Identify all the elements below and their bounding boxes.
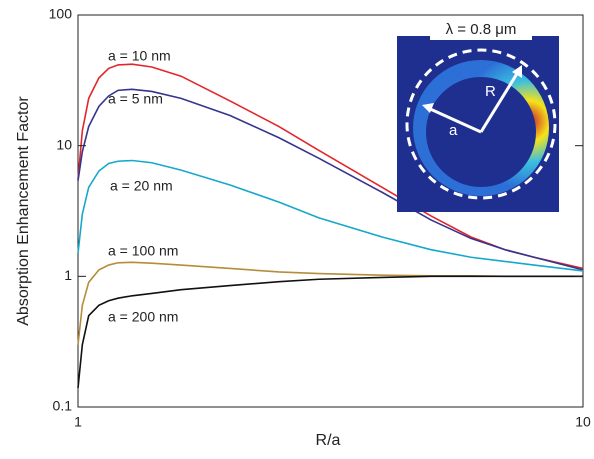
line (77, 159, 584, 272)
y-tick-label: 1 (64, 267, 72, 283)
series-label: a = 20 nm (110, 178, 173, 194)
inset-title: λ = 0.8 μm (446, 21, 517, 38)
inset-arrowhead (422, 103, 434, 113)
x-tick-label: 10 (575, 414, 591, 430)
inset-arrow-r (479, 71, 520, 133)
y-tick-label: 100 (49, 6, 73, 22)
inset-arrowhead (512, 65, 522, 78)
line (77, 88, 584, 271)
x-tick-label: 1 (74, 414, 82, 430)
inset-outer-circle (405, 48, 557, 200)
series-label: a = 100 nm (108, 243, 178, 259)
inset-arrow-a (427, 106, 482, 134)
series-label: a = 10 nm (108, 48, 171, 64)
plot-frame (77, 14, 584, 408)
line (77, 63, 584, 270)
inset-title-bg (430, 20, 532, 40)
inset-label: R (485, 83, 496, 100)
line (77, 261, 583, 345)
series-label: a = 200 nm (108, 309, 178, 325)
y-tick-label: 10 (56, 136, 72, 152)
inset-label: a (449, 122, 458, 139)
inset: a R λ = 0.8 μm (397, 20, 559, 212)
y-tick-label: 0.1 (53, 398, 73, 414)
line (77, 275, 583, 388)
series-label: a = 5 nm (108, 91, 163, 107)
y-axis-title: Absorption Enhancement Factor (15, 96, 32, 326)
x-axis-title: R/a (316, 432, 341, 449)
